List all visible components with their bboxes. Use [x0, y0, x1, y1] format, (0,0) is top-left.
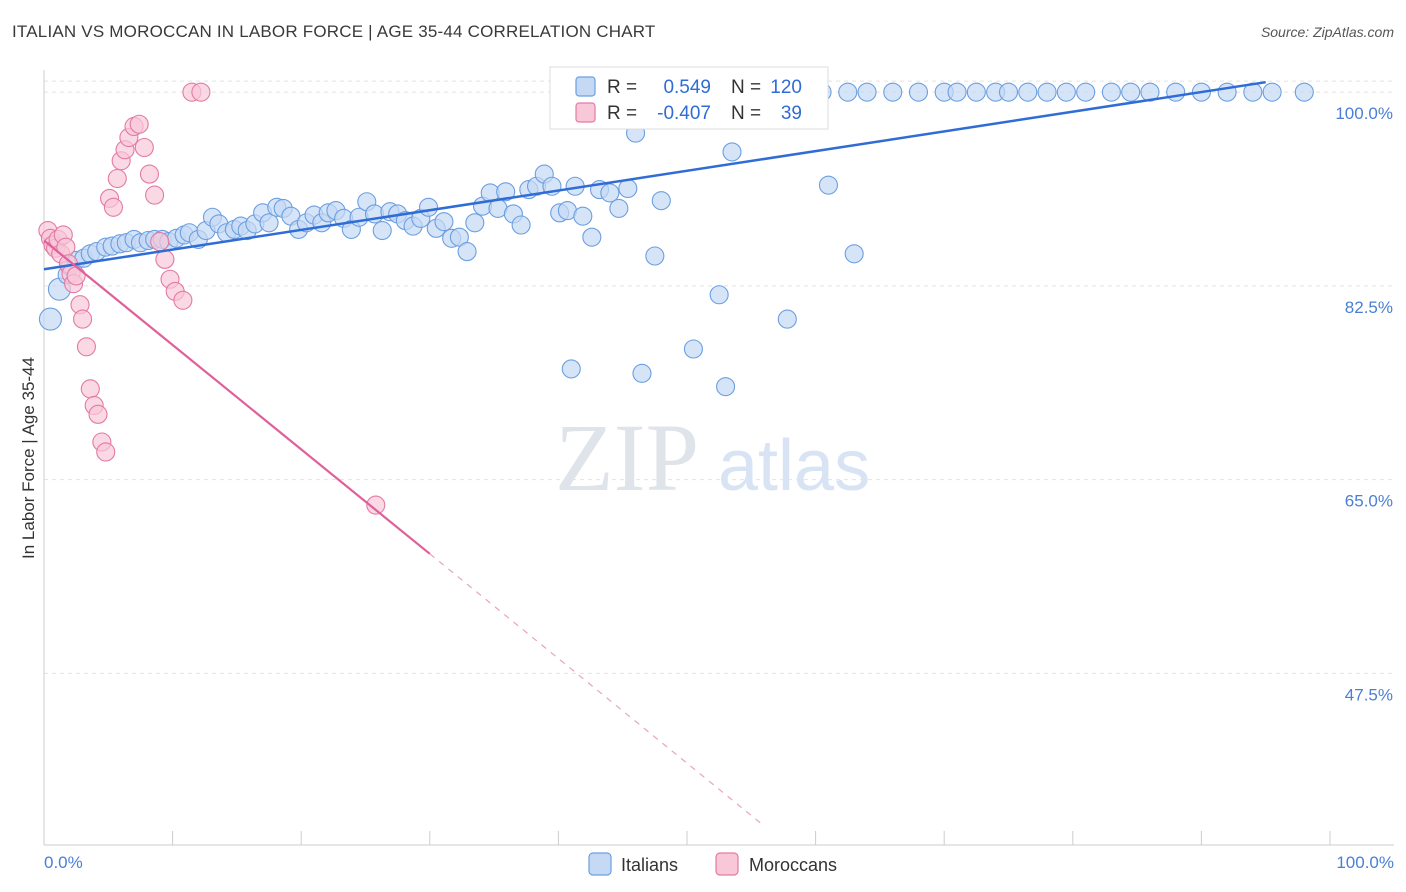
italian-point[interactable]	[709, 285, 729, 305]
italian-point[interactable]	[998, 82, 1019, 102]
legend-moroccans-swatch[interactable]	[715, 852, 739, 876]
italian-point[interactable]	[457, 242, 477, 262]
italian-point[interactable]	[465, 213, 485, 233]
series-legend: Italians Moroccans	[588, 852, 837, 876]
italian-point[interactable]	[609, 198, 629, 218]
italian-point[interactable]	[434, 212, 454, 232]
italian-point[interactable]	[722, 142, 742, 162]
moroccan-point[interactable]	[103, 197, 123, 217]
italian-point[interactable]	[883, 82, 903, 102]
legend-italians-label[interactable]: Italians	[621, 855, 678, 875]
italian-point[interactable]	[1121, 82, 1141, 102]
chart-title: ITALIAN VS MOROCCAN IN LABOR FORCE | AGE…	[12, 22, 656, 41]
italians-n-label: N =	[731, 77, 761, 98]
italian-point[interactable]	[1294, 82, 1314, 102]
series-italians	[38, 82, 1314, 397]
y-axis-title: In Labor Force | Age 35-44	[19, 357, 38, 559]
moroccan-point[interactable]	[139, 164, 160, 184]
moroccans-n-value: 39	[781, 103, 802, 124]
italian-point[interactable]	[1018, 82, 1038, 102]
y-tick-label: 47.5%	[1345, 685, 1393, 704]
italian-point[interactable]	[573, 206, 593, 226]
italian-point[interactable]	[1056, 82, 1076, 102]
italian-point[interactable]	[1166, 82, 1186, 102]
grid-lines	[44, 80, 1394, 674]
italian-point[interactable]	[908, 82, 929, 102]
moroccan-point[interactable]	[366, 495, 386, 515]
italian-point[interactable]	[561, 359, 581, 379]
moroccan-point[interactable]	[191, 82, 211, 102]
x-tick-label-max: 100.0%	[1336, 853, 1394, 872]
moroccan-point[interactable]	[173, 290, 193, 310]
y-tick-label: 65.0%	[1345, 492, 1393, 511]
moroccan-point[interactable]	[145, 185, 165, 205]
italian-point[interactable]	[582, 227, 602, 247]
moroccans-r-label: R =	[607, 103, 637, 124]
moroccans-swatch	[575, 102, 596, 123]
moroccans-r-value: -0.407	[657, 103, 711, 124]
moroccans-n-label: N =	[731, 103, 761, 124]
italian-point[interactable]	[1076, 82, 1096, 102]
moroccan-point[interactable]	[129, 114, 149, 134]
moroccan-point[interactable]	[150, 232, 170, 252]
italians-r-label: R =	[607, 77, 637, 98]
source-label: Source: ZipAtlas.com	[1260, 24, 1394, 40]
stats-legend: R = 0.549 N = 120 R = -0.407 N = 39	[549, 66, 829, 130]
italian-point[interactable]	[600, 183, 620, 203]
moroccan-point[interactable]	[96, 442, 116, 462]
italian-point[interactable]	[496, 182, 516, 202]
y-tick-label: 100.0%	[1335, 104, 1393, 123]
italian-point[interactable]	[1037, 82, 1057, 102]
italian-point[interactable]	[818, 175, 839, 195]
italian-point[interactable]	[632, 363, 652, 383]
italians-swatch	[575, 76, 596, 97]
italian-point[interactable]	[838, 82, 858, 102]
italian-point[interactable]	[857, 82, 877, 102]
x-axis-ticks	[43, 831, 1331, 845]
italian-point[interactable]	[716, 377, 736, 397]
italian-point[interactable]	[1217, 82, 1237, 102]
moroccan-point[interactable]	[134, 137, 154, 158]
italian-point[interactable]	[618, 178, 638, 199]
italian-point[interactable]	[651, 191, 671, 211]
y-tick-label: 82.5%	[1345, 298, 1393, 317]
italian-point[interactable]	[844, 244, 864, 264]
stats-legend-box	[549, 66, 829, 130]
moroccan-point[interactable]	[107, 168, 127, 189]
moroccan-point[interactable]	[66, 266, 86, 286]
italian-point[interactable]	[683, 339, 703, 359]
italian-point[interactable]	[38, 307, 62, 331]
italian-point[interactable]	[947, 82, 967, 102]
watermark-atlas: atlas	[718, 426, 870, 506]
italian-point[interactable]	[645, 246, 665, 266]
legend-moroccans-label[interactable]: Moroccans	[749, 855, 837, 875]
italians-trend-line	[43, 80, 1266, 271]
moroccan-point[interactable]	[73, 309, 93, 329]
moroccan-point[interactable]	[155, 249, 175, 269]
y-tick-labels: 100.0% 82.5% 65.0% 47.5%	[1335, 104, 1393, 704]
x-tick-label-min: 0.0%	[44, 853, 83, 872]
italian-point[interactable]	[1101, 82, 1121, 102]
italian-point[interactable]	[259, 213, 279, 233]
italian-point[interactable]	[511, 215, 531, 235]
moroccans-trend-extension	[429, 553, 761, 824]
moroccan-point[interactable]	[88, 404, 108, 424]
italian-point[interactable]	[1262, 82, 1282, 102]
moroccans-trend-line	[43, 239, 431, 555]
moroccan-point[interactable]	[80, 379, 100, 399]
italian-point[interactable]	[966, 82, 986, 102]
legend-italians-swatch[interactable]	[588, 852, 612, 876]
italians-r-value: 0.549	[663, 77, 711, 98]
series-moroccans	[38, 82, 386, 515]
watermark-zip: ZIP	[555, 404, 699, 511]
italian-point[interactable]	[372, 220, 392, 241]
italian-point[interactable]	[418, 197, 439, 217]
moroccan-point[interactable]	[76, 337, 96, 357]
trend-lines	[43, 80, 1266, 824]
italians-n-value: 120	[770, 77, 802, 98]
italian-point[interactable]	[777, 309, 797, 329]
